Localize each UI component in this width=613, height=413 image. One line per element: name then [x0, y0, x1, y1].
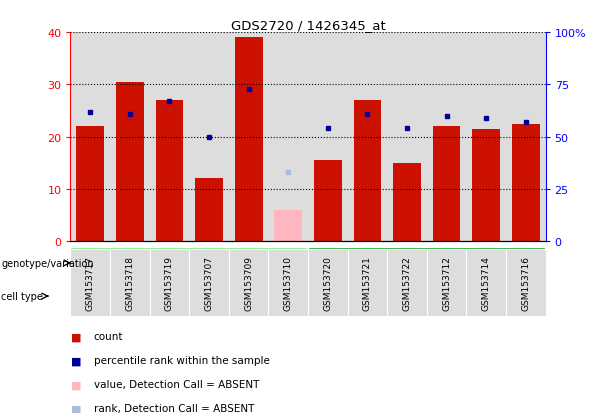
Bar	[116, 83, 143, 242]
Title: GDS2720 / 1426345_at: GDS2720 / 1426345_at	[230, 19, 386, 32]
Bar	[506, 250, 546, 316]
Bar	[189, 250, 229, 316]
Bar	[77, 127, 104, 242]
Bar	[308, 250, 348, 316]
Bar	[308, 33, 348, 242]
Text: GSM153710: GSM153710	[284, 255, 293, 310]
Bar	[110, 250, 150, 316]
Text: count: count	[94, 332, 123, 342]
Bar	[268, 33, 308, 242]
Bar	[308, 281, 427, 312]
Text: ■: ■	[70, 356, 81, 366]
Text: GSM153722: GSM153722	[403, 255, 411, 310]
Text: GSM153707: GSM153707	[205, 255, 213, 310]
Text: LSK: LSK	[239, 291, 258, 301]
Text: myeloid progenitor: myeloid progenitor	[80, 291, 180, 301]
Bar	[235, 38, 262, 242]
Bar	[354, 101, 381, 242]
Text: GSM153719: GSM153719	[165, 255, 174, 310]
Text: genotype/variation: genotype/variation	[1, 258, 94, 268]
Bar	[466, 250, 506, 316]
Text: rank, Detection Call = ABSENT: rank, Detection Call = ABSENT	[94, 404, 254, 413]
Text: cell type: cell type	[1, 291, 43, 301]
Bar	[195, 179, 223, 242]
Text: LSK: LSK	[477, 291, 496, 301]
Bar	[189, 281, 308, 312]
Bar	[473, 130, 500, 242]
Text: ■: ■	[70, 404, 81, 413]
Bar	[314, 161, 341, 242]
Text: GSM153720: GSM153720	[323, 255, 332, 310]
Text: GSM153721: GSM153721	[363, 255, 372, 310]
Bar	[348, 33, 387, 242]
Bar	[427, 250, 466, 316]
Text: GSM153716: GSM153716	[521, 255, 530, 310]
Bar	[70, 248, 308, 279]
Bar	[150, 33, 189, 242]
Text: GSM153718: GSM153718	[126, 255, 134, 310]
Bar	[150, 250, 189, 316]
Text: percentile rank within the sample: percentile rank within the sample	[94, 356, 270, 366]
Bar	[110, 33, 150, 242]
Text: ■: ■	[70, 380, 81, 389]
Bar	[156, 101, 183, 242]
Bar	[427, 281, 546, 312]
Text: myeloid progenitor: myeloid progenitor	[318, 291, 417, 301]
Bar	[433, 127, 460, 242]
Bar	[275, 210, 302, 242]
Bar	[189, 33, 229, 242]
Text: GSM153709: GSM153709	[244, 255, 253, 310]
Bar	[308, 248, 546, 279]
Bar	[229, 250, 268, 316]
Bar	[268, 250, 308, 316]
Text: wild type: wild type	[164, 258, 215, 268]
Bar	[427, 33, 466, 242]
Bar	[387, 250, 427, 316]
Bar	[512, 124, 539, 242]
Text: GSM153714: GSM153714	[482, 255, 490, 310]
Bar	[70, 281, 189, 312]
Bar	[387, 33, 427, 242]
Text: GSM153717: GSM153717	[86, 255, 95, 310]
Bar	[466, 33, 506, 242]
Bar	[393, 164, 421, 242]
Text: value, Detection Call = ABSENT: value, Detection Call = ABSENT	[94, 380, 259, 389]
Bar	[348, 250, 387, 316]
Text: FoxO deficient: FoxO deficient	[387, 258, 467, 268]
Bar	[70, 33, 110, 242]
Text: GSM153712: GSM153712	[442, 255, 451, 310]
Text: ■: ■	[70, 332, 81, 342]
Bar	[506, 33, 546, 242]
Bar	[70, 250, 110, 316]
Bar	[229, 33, 268, 242]
